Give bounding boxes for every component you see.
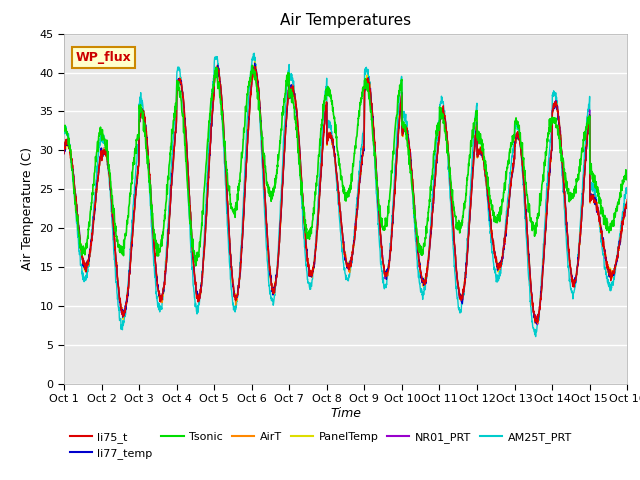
PanelTemp xyxy=(374,202,382,207)
AM25T_PRT xyxy=(362,66,370,72)
AM25T_PRT xyxy=(509,143,517,149)
Text: WP_flux: WP_flux xyxy=(76,51,131,64)
Line: li75_t: li75_t xyxy=(64,67,627,323)
AM25T_PRT xyxy=(574,252,582,258)
PanelTemp xyxy=(589,193,597,199)
AM25T_PRT xyxy=(623,186,631,192)
AirT xyxy=(362,82,370,88)
AirT xyxy=(589,194,597,200)
li77_temp xyxy=(589,192,597,197)
li75_t xyxy=(362,81,370,87)
PanelTemp xyxy=(217,86,225,92)
li77_temp xyxy=(374,202,382,208)
AM25T_PRT xyxy=(374,221,382,227)
Tsonic xyxy=(362,81,370,87)
PanelTemp xyxy=(362,81,370,86)
li77_temp xyxy=(623,202,631,208)
li75_t xyxy=(589,193,597,199)
Legend: li75_t, li77_temp, Tsonic, AirT, PanelTemp, NR01_PRT, AM25T_PRT: li75_t, li77_temp, Tsonic, AirT, PanelTe… xyxy=(70,432,572,459)
AM25T_PRT xyxy=(250,50,258,56)
Line: NR01_PRT: NR01_PRT xyxy=(64,67,627,324)
NR01_PRT xyxy=(218,91,225,97)
li77_temp xyxy=(60,151,68,156)
PanelTemp xyxy=(60,148,68,154)
Tsonic xyxy=(218,109,225,115)
li75_t xyxy=(533,320,541,325)
NR01_PRT xyxy=(214,64,221,70)
NR01_PRT xyxy=(509,166,517,171)
AirT xyxy=(623,197,631,203)
li77_temp xyxy=(217,90,225,96)
Line: li77_temp: li77_temp xyxy=(64,63,627,324)
li75_t xyxy=(60,151,68,156)
Line: AM25T_PRT: AM25T_PRT xyxy=(64,53,627,336)
li75_t xyxy=(251,64,259,70)
AirT xyxy=(218,92,225,97)
li77_temp xyxy=(251,60,259,66)
Line: PanelTemp: PanelTemp xyxy=(64,61,627,323)
AM25T_PRT xyxy=(532,334,540,339)
AirT xyxy=(374,201,382,207)
Tsonic xyxy=(248,62,256,68)
Tsonic xyxy=(375,197,383,203)
PanelTemp xyxy=(251,59,259,64)
PanelTemp xyxy=(623,198,631,204)
AirT xyxy=(574,262,582,268)
NR01_PRT xyxy=(533,322,541,327)
li75_t xyxy=(623,199,631,204)
li75_t xyxy=(374,201,382,206)
AirT xyxy=(60,148,68,154)
Tsonic xyxy=(623,173,631,179)
Tsonic xyxy=(192,263,200,269)
PanelTemp xyxy=(509,163,517,168)
li77_temp xyxy=(532,321,540,326)
li75_t xyxy=(217,87,225,93)
Tsonic xyxy=(589,179,597,185)
li77_temp xyxy=(362,81,370,87)
NR01_PRT xyxy=(362,77,370,83)
Tsonic xyxy=(60,128,68,134)
PanelTemp xyxy=(534,320,541,325)
X-axis label: Time: Time xyxy=(330,407,361,420)
AM25T_PRT xyxy=(217,98,225,104)
li75_t xyxy=(574,261,582,266)
Line: Tsonic: Tsonic xyxy=(64,65,627,266)
li77_temp xyxy=(509,165,517,171)
Line: AirT: AirT xyxy=(64,65,627,324)
Title: Air Temperatures: Air Temperatures xyxy=(280,13,411,28)
AirT xyxy=(214,62,221,68)
NR01_PRT xyxy=(374,202,382,208)
AM25T_PRT xyxy=(589,180,597,186)
Tsonic xyxy=(574,176,582,181)
AirT xyxy=(509,164,517,169)
li77_temp xyxy=(574,263,582,268)
Y-axis label: Air Temperature (C): Air Temperature (C) xyxy=(21,147,34,270)
AM25T_PRT xyxy=(60,124,68,130)
li75_t xyxy=(509,160,517,166)
NR01_PRT xyxy=(589,195,597,201)
AirT xyxy=(533,321,541,326)
PanelTemp xyxy=(574,261,582,266)
NR01_PRT xyxy=(623,197,631,203)
Tsonic xyxy=(510,132,518,138)
NR01_PRT xyxy=(60,149,68,155)
NR01_PRT xyxy=(574,263,582,269)
